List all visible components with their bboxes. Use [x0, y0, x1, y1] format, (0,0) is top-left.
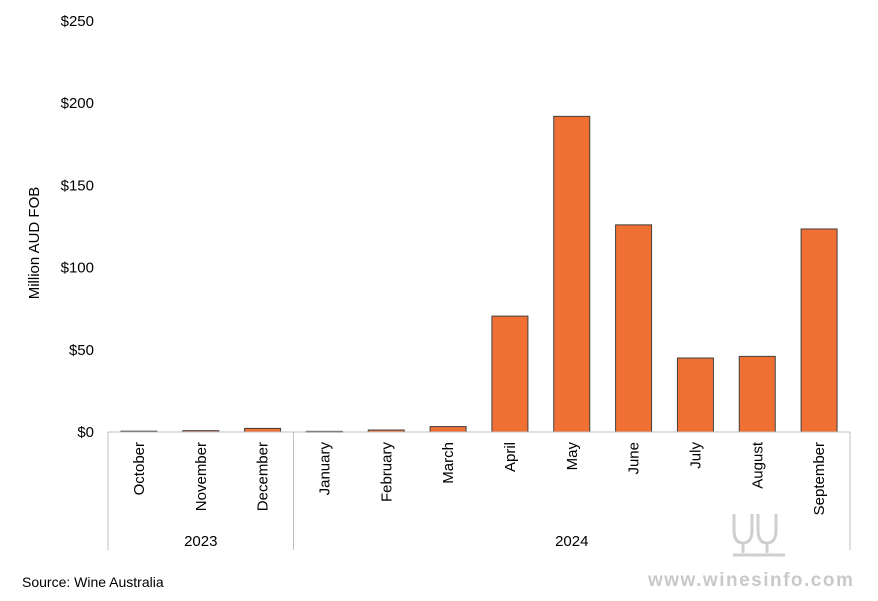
- y-tick-label: $200: [61, 95, 94, 112]
- x-tick-label: November: [193, 442, 210, 511]
- x-tick-label: August: [749, 441, 766, 489]
- x-axis: [107, 431, 851, 550]
- y-tick-label: $100: [61, 260, 94, 277]
- wine-glasses-logo-icon: [732, 514, 785, 557]
- bars: [120, 115, 838, 433]
- x-tick-label: May: [564, 442, 581, 471]
- bar-april: [491, 315, 529, 433]
- x-tick-label: December: [255, 442, 272, 511]
- x-axis-year-labels: 2023 2024: [184, 533, 588, 550]
- y-tick-label: $150: [61, 177, 94, 194]
- y-tick-label: $0: [77, 424, 94, 441]
- y-axis-ticks: $0 $50 $100 $150 $200 $250: [61, 13, 94, 441]
- source-note: Source: Wine Australia: [22, 574, 164, 590]
- bar-july: [676, 357, 714, 433]
- bar-march: [429, 426, 467, 433]
- y-tick-label: $50: [69, 342, 94, 359]
- x-axis-category-labels: October November December January February Ma…: [131, 441, 828, 515]
- watermark-text: www.winesinfo.com: [648, 570, 855, 591]
- year-label: 2024: [555, 533, 588, 550]
- x-tick-label: February: [378, 442, 395, 503]
- x-tick-label: July: [687, 442, 704, 469]
- x-tick-label: June: [626, 442, 643, 475]
- x-tick-label: March: [440, 442, 457, 484]
- bar-december: [244, 427, 282, 433]
- x-tick-label: October: [131, 442, 148, 495]
- bar-may: [553, 115, 591, 433]
- x-tick-label: April: [502, 442, 519, 472]
- x-tick-label: January: [316, 442, 333, 496]
- y-tick-label: $250: [61, 13, 94, 30]
- bar-august: [738, 355, 776, 433]
- year-label: 2023: [184, 533, 217, 550]
- bar-june: [615, 224, 653, 433]
- x-tick-label: September: [811, 442, 828, 515]
- y-axis-label: Million AUD FOB: [26, 187, 43, 300]
- bar-september: [800, 228, 838, 433]
